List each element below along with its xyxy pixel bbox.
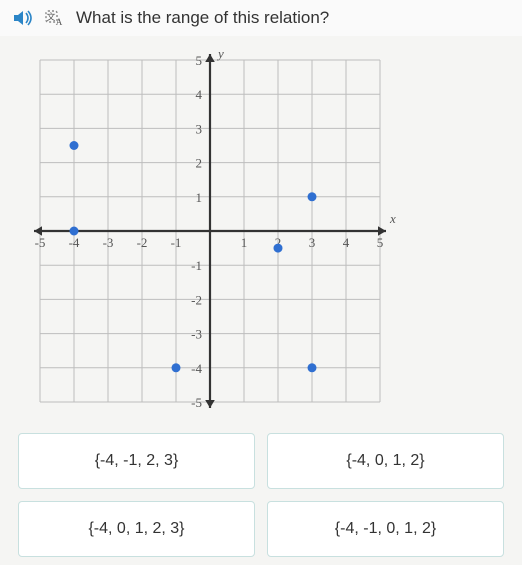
svg-text:4: 4 bbox=[343, 235, 350, 250]
svg-text:-3: -3 bbox=[103, 235, 114, 250]
answer-option-1[interactable]: {-4, -1, 2, 3} bbox=[18, 433, 255, 489]
svg-text:4: 4 bbox=[196, 87, 203, 102]
answer-option-4[interactable]: {-4, -1, 0, 1, 2} bbox=[267, 501, 504, 557]
svg-text:-1: -1 bbox=[171, 235, 182, 250]
question-text: What is the range of this relation? bbox=[76, 8, 329, 28]
svg-text:3: 3 bbox=[309, 235, 316, 250]
svg-text:-2: -2 bbox=[191, 292, 202, 307]
question-header: 文 A What is the range of this relation? bbox=[0, 0, 522, 36]
graph-container: -5-4-3-2-112345-5-4-3-2-112345xy bbox=[0, 36, 522, 427]
svg-text:-4: -4 bbox=[69, 235, 80, 250]
answer-option-3[interactable]: {-4, 0, 1, 2, 3} bbox=[18, 501, 255, 557]
svg-text:x: x bbox=[389, 211, 396, 226]
svg-text:y: y bbox=[216, 46, 224, 61]
svg-text:-5: -5 bbox=[35, 235, 46, 250]
svg-text:-4: -4 bbox=[191, 361, 202, 376]
translate-icon[interactable]: 文 A bbox=[44, 8, 66, 28]
svg-text:2: 2 bbox=[196, 156, 203, 171]
answer-option-2[interactable]: {-4, 0, 1, 2} bbox=[267, 433, 504, 489]
svg-text:-2: -2 bbox=[137, 235, 148, 250]
svg-text:5: 5 bbox=[377, 235, 384, 250]
svg-text:5: 5 bbox=[196, 53, 203, 68]
svg-text:A: A bbox=[56, 17, 63, 27]
svg-text:-3: -3 bbox=[191, 327, 202, 342]
coordinate-graph: -5-4-3-2-112345-5-4-3-2-112345xy bbox=[20, 46, 400, 416]
svg-text:3: 3 bbox=[196, 121, 203, 136]
svg-text:文: 文 bbox=[46, 11, 55, 22]
svg-text:1: 1 bbox=[196, 190, 203, 205]
answer-grid: {-4, -1, 2, 3} {-4, 0, 1, 2} {-4, 0, 1, … bbox=[0, 427, 522, 563]
svg-text:-1: -1 bbox=[191, 258, 202, 273]
svg-text:-5: -5 bbox=[191, 395, 202, 410]
speaker-icon[interactable] bbox=[12, 8, 34, 28]
svg-text:1: 1 bbox=[241, 235, 248, 250]
